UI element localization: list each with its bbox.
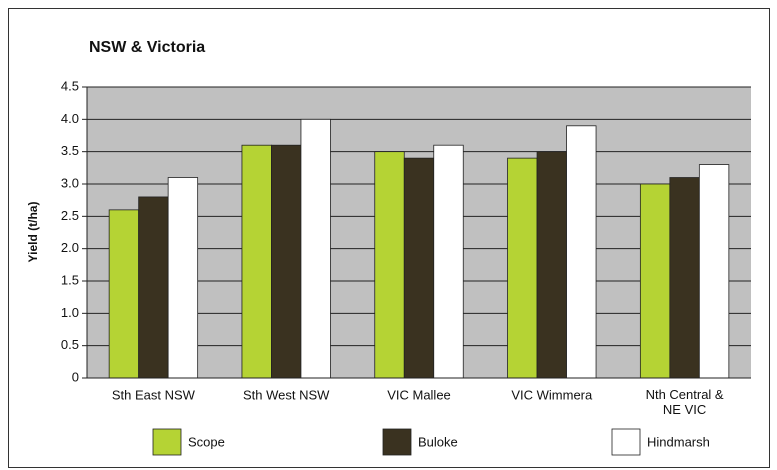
legend-label: Buloke [418, 434, 458, 449]
bar [433, 144, 464, 379]
legend-label: Scope [188, 434, 225, 449]
bar [108, 209, 140, 379]
bar [669, 177, 700, 379]
y-axis-label: Yield (t/ha) [26, 202, 40, 263]
bar [507, 157, 538, 379]
bar [566, 125, 597, 379]
x-tick-label: VIC Wimmera [511, 387, 593, 402]
bar [241, 144, 272, 379]
legend-swatch [611, 428, 641, 456]
bar [300, 118, 331, 379]
y-tick-label: 0.5 [61, 337, 79, 352]
x-tick-label: VIC Mallee [387, 387, 451, 402]
y-tick-label: 2.0 [61, 240, 79, 255]
x-tick-label: Nth Central & NE VIC [646, 387, 724, 417]
legend-swatch [382, 428, 412, 456]
x-tick-label: Sth West NSW [243, 387, 330, 402]
y-tick-label: 2.5 [61, 208, 79, 223]
bar [403, 157, 435, 379]
bar [138, 196, 169, 379]
y-tick-label: 0 [72, 369, 79, 384]
bar [698, 164, 730, 379]
x-tick-label: Sth East NSW [112, 387, 196, 402]
bar [639, 183, 671, 379]
bar [271, 144, 302, 379]
y-tick-label: 1.0 [61, 305, 79, 320]
y-tick-label: 4.0 [61, 111, 79, 126]
y-tick-label: 1.5 [61, 272, 79, 287]
y-tick-label: 3.0 [61, 175, 79, 190]
y-tick-label: 4.5 [61, 78, 79, 93]
chart-title: NSW & Victoria [89, 39, 205, 56]
bar [374, 151, 405, 379]
bar [167, 177, 199, 379]
y-tick-label: 3.5 [61, 143, 79, 158]
legend-swatch [152, 428, 182, 456]
legend-label: Hindmarsh [647, 434, 710, 449]
bar [536, 151, 567, 379]
